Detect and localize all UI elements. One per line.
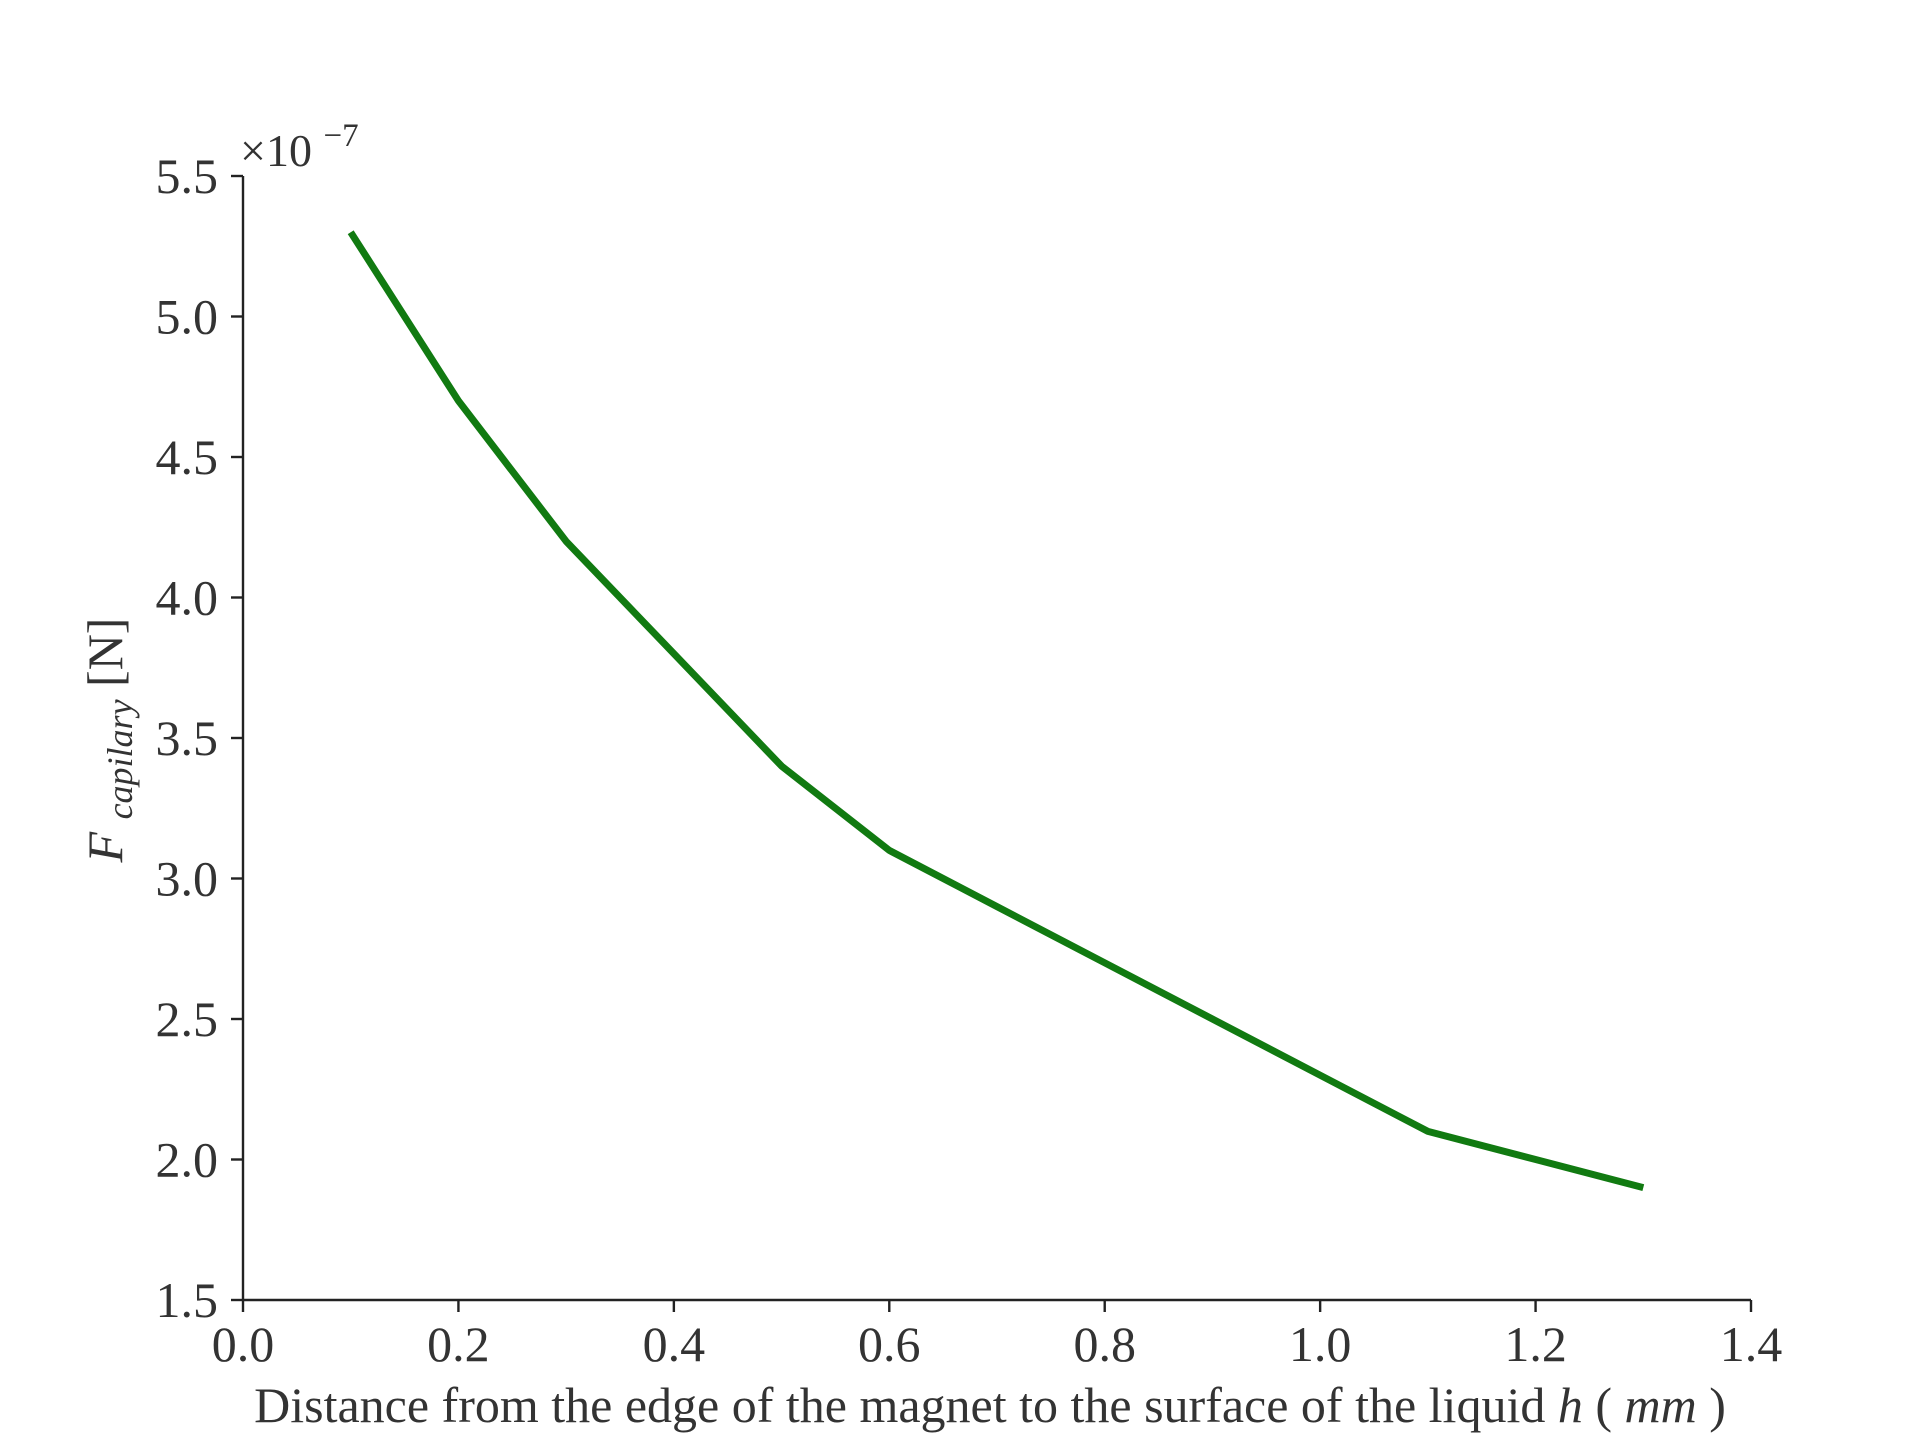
x-tick-label: 0.4 [643,1316,706,1372]
axes: 0.0 0.2 0.4 0.6 0.8 1.0 1.2 1.4 1.5 2.0 2.5 3.0 3.5 4… [156,148,1783,1372]
x-axis-title-main: Distance from the edge of the magnet to … [254,1377,1558,1433]
y-offset-exponent: −7 [323,118,358,154]
y-axis-title-unit: [N] [77,618,133,687]
x-tick-label: 0.6 [858,1316,921,1372]
y-tick-label: 5.0 [156,289,219,345]
y-tick-label: 2.0 [156,1132,219,1188]
y-tick-label: 2.5 [156,991,219,1047]
y-tick-label: 5.5 [156,148,219,204]
x-tick-label: 1.0 [1289,1316,1352,1372]
y-axis-title-var: F [77,831,133,863]
y-tick-label: 3.0 [156,851,219,907]
series-layer [351,232,1644,1188]
y-tick-label: 3.5 [156,710,219,766]
x-tick-label: 0.2 [427,1316,490,1372]
x-axis-title-var: h [1558,1377,1583,1433]
y-tick-label: 4.0 [156,570,219,626]
y-tick-label: 1.5 [156,1272,219,1328]
x-tick-label: 1.2 [1504,1316,1567,1372]
y-axis-title-sub: capilary [100,699,140,819]
x-tick-label: 0.0 [212,1316,275,1372]
series-line [351,232,1644,1187]
x-axis-title-unit: mm [1625,1377,1697,1433]
x-axis-title-open: ( [1595,1377,1612,1433]
y-axis-title: F capilary [N] [77,618,143,864]
x-axis-title: Distance from the edge of the magnet to … [254,1377,1726,1433]
y-tick-label: 4.5 [156,429,219,485]
y-offset-label: ×10 −7 [240,118,359,176]
x-tick-label: 1.4 [1720,1316,1783,1372]
x-axis-title-close: ) [1709,1377,1726,1433]
y-offset-base: ×10 [240,125,312,176]
x-tick-label: 0.8 [1073,1316,1136,1372]
